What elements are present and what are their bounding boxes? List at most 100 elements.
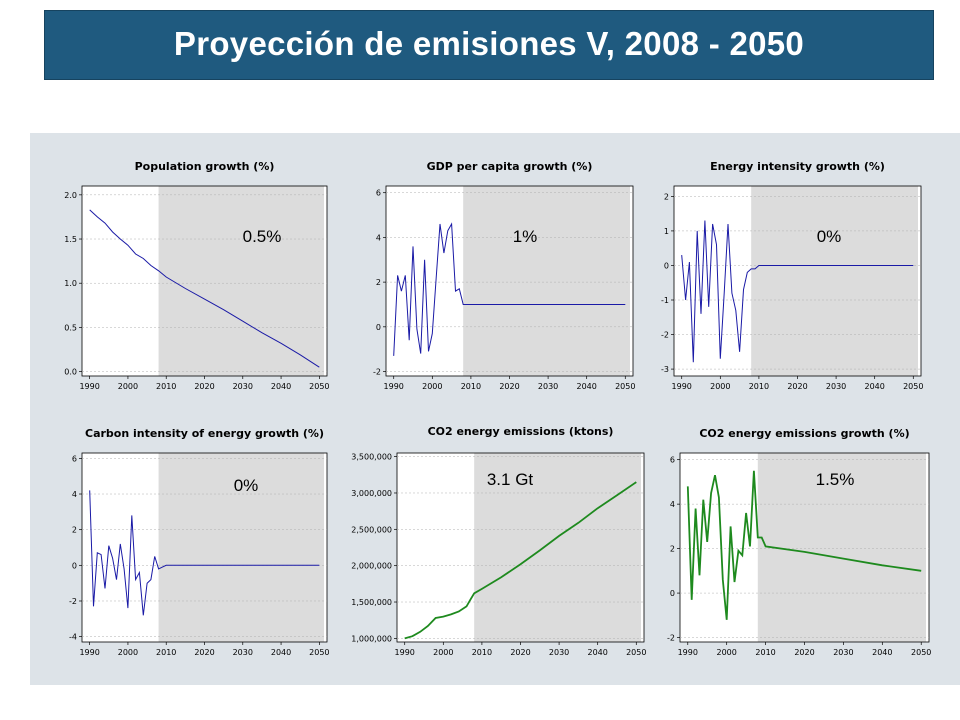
gdp-xtick-label: 1990 [384, 382, 404, 391]
energy-xtick-label: 2030 [826, 382, 846, 391]
co2-xtick-label: 2010 [472, 648, 492, 657]
energy-ytick-label: -2 [661, 331, 669, 340]
carbon-ytick-label: 4 [72, 490, 77, 499]
co2-ytick-label: 1,000,000 [351, 634, 392, 643]
energy-annotation: 0% [817, 227, 842, 246]
carbon-annotation: 0% [234, 476, 259, 495]
pop-xtick-label: 2030 [233, 382, 253, 391]
gdp-annotation: 1% [513, 227, 538, 246]
co2g-annotation: 1.5% [816, 470, 855, 489]
carbon-xtick-label: 2050 [309, 648, 329, 657]
gdp-projection-region [463, 186, 630, 376]
pop-xtick-label: 2040 [271, 382, 291, 391]
gdp-xtick-label: 2040 [577, 382, 597, 391]
pop-chart-title: Population growth (%) [135, 160, 275, 173]
carbon-xtick-label: 1990 [79, 648, 99, 657]
co2g-xtick-label: 2030 [833, 648, 853, 657]
energy-series-line [681, 220, 914, 363]
co2-ytick-label: 3,000,000 [351, 489, 392, 498]
co2-ytick-label: 2,500,000 [351, 525, 392, 534]
co2g-ytick-label: 0 [670, 589, 675, 598]
pop-xtick-label: 1990 [79, 382, 99, 391]
energy-xtick-label: 2040 [865, 382, 885, 391]
carbon-ytick-label: -2 [69, 597, 77, 606]
co2g-ytick-label: 2 [670, 545, 675, 554]
carbon-ytick-label: 2 [72, 526, 77, 535]
pop-annotation: 0.5% [243, 227, 282, 246]
carbon-xtick-label: 2030 [233, 648, 253, 657]
energy-xtick-label: 2000 [710, 382, 730, 391]
gdp-chart-title: GDP per capita growth (%) [427, 160, 593, 173]
co2g-xtick-label: 1990 [678, 648, 698, 657]
co2g-chart-title: CO2 energy emissions growth (%) [699, 427, 909, 440]
co2g-xtick-label: 2020 [794, 648, 814, 657]
pop-series-line [89, 209, 320, 368]
carbon-chart-title: Carbon intensity of energy growth (%) [85, 427, 324, 440]
carbon-xtick-label: 2010 [156, 648, 176, 657]
carbon-ytick-label: -4 [69, 633, 77, 642]
carbon-xtick-label: 2000 [118, 648, 138, 657]
energy-ytick-label: 0 [664, 261, 669, 270]
carbon-ytick-label: 0 [72, 561, 77, 570]
co2-ytick-label: 3,500,000 [351, 453, 392, 462]
gdp-ytick-label: 2 [376, 278, 381, 287]
carbon-series-line [89, 490, 320, 616]
co2-series-line [404, 481, 637, 640]
co2-xtick-label: 2020 [510, 648, 530, 657]
energy-xtick-label: 1990 [672, 382, 692, 391]
energy-ytick-label: -3 [661, 365, 669, 374]
energy-xtick-label: 2020 [787, 382, 807, 391]
co2-xtick-label: 2030 [549, 648, 569, 657]
co2-ytick-label: 2,000,000 [351, 562, 392, 571]
gdp-ytick-label: 0 [376, 323, 381, 332]
co2g-ytick-label: -2 [667, 634, 675, 643]
gdp-xtick-label: 2020 [499, 382, 519, 391]
co2g-xtick-label: 2050 [911, 648, 931, 657]
carbon-ytick-label: 6 [72, 454, 77, 463]
gdp-xtick-label: 2010 [461, 382, 481, 391]
carbon-xtick-label: 2040 [271, 648, 291, 657]
pop-xtick-label: 2000 [118, 382, 138, 391]
gdp-xtick-label: 2030 [538, 382, 558, 391]
pop-ytick-label: 1.5 [64, 235, 77, 244]
gdp-xtick-label: 2050 [615, 382, 635, 391]
co2-xtick-label: 1990 [395, 648, 415, 657]
page-title: Proyección de emisiones V, 2008 - 2050 [173, 25, 805, 62]
energy-projection-region [751, 186, 918, 376]
gdp-series-line [393, 222, 626, 356]
pop-projection-region [158, 186, 324, 376]
energy-ytick-label: 1 [664, 227, 669, 236]
gdp-ytick-label: -2 [373, 368, 381, 377]
pop-ytick-label: 1.0 [64, 279, 77, 288]
co2g-xtick-label: 2000 [717, 648, 737, 657]
gdp-xtick-label: 2000 [422, 382, 442, 391]
pop-ytick-label: 0.5 [64, 323, 77, 332]
co2-xtick-label: 2050 [626, 648, 646, 657]
co2g-ytick-label: 4 [670, 500, 675, 509]
gdp-ytick-label: 6 [376, 189, 381, 198]
energy-ytick-label: 2 [664, 192, 669, 201]
co2-ytick-label: 1,500,000 [351, 598, 392, 607]
pop-ytick-label: 0.0 [64, 368, 77, 377]
co2-projection-region [474, 453, 641, 642]
co2-xtick-label: 2040 [588, 648, 608, 657]
energy-xtick-label: 2010 [749, 382, 769, 391]
pop-ytick-label: 2.0 [64, 191, 77, 200]
co2-chart-title: CO2 energy emissions (ktons) [428, 425, 614, 438]
co2-xtick-label: 2000 [433, 648, 453, 657]
energy-ytick-label: -1 [661, 296, 669, 305]
co2g-xtick-label: 2040 [872, 648, 892, 657]
co2g-series-line [686, 470, 922, 620]
carbon-xtick-label: 2020 [194, 648, 214, 657]
gdp-ytick-label: 4 [376, 233, 381, 242]
energy-chart-title: Energy intensity growth (%) [710, 160, 885, 173]
co2g-xtick-label: 2010 [755, 648, 775, 657]
carbon-projection-region [158, 453, 324, 642]
pop-xtick-label: 2020 [194, 382, 214, 391]
pop-xtick-label: 2010 [156, 382, 176, 391]
pop-xtick-label: 2050 [309, 382, 329, 391]
co2g-ytick-label: 6 [670, 456, 675, 465]
co2-annotation: 3.1 Gt [487, 470, 534, 489]
co2g-projection-region [757, 453, 926, 642]
